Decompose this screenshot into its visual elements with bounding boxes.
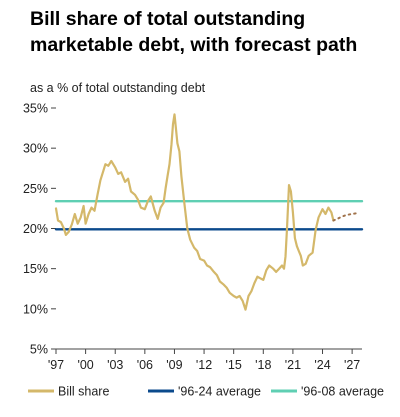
x-tick-label: '21 <box>285 358 301 372</box>
x-tick-label: '97 <box>48 358 64 372</box>
x-tick-label: '06 <box>137 358 153 372</box>
y-tick-label: 35% <box>23 102 48 116</box>
x-tick-label: '03 <box>107 358 123 372</box>
x-tick-label: '15 <box>226 358 242 372</box>
y-tick-label: 30% <box>23 142 48 156</box>
x-tick-label: '24 <box>314 358 330 372</box>
y-tick-label: 10% <box>23 302 48 316</box>
x-tick-label: '12 <box>196 358 212 372</box>
chart-title: Bill share of total outstanding marketab… <box>30 8 358 56</box>
y-tick-label: 15% <box>23 262 48 276</box>
legend-label: '96-24 average <box>178 385 261 399</box>
series-layer <box>54 113 364 311</box>
x-tick-label: '00 <box>77 358 93 372</box>
x-tick-label: '09 <box>166 358 182 372</box>
series-line-0 <box>54 113 335 311</box>
y-tick-label: 20% <box>23 222 48 236</box>
series-line-1 <box>332 212 359 222</box>
x-tick-label: '18 <box>255 358 271 372</box>
chart-subtitle: as a % of total outstanding debt <box>30 81 206 95</box>
y-axis: 5% 10% 15% 20% 25% 30% 35% <box>23 102 56 357</box>
y-tick-label: 25% <box>23 182 48 196</box>
x-axis: '97 '00 '03 '06 '09 '12 '15 '18 '21 '24 '27 <box>48 348 362 372</box>
legend-label: Bill share <box>58 385 109 399</box>
legend: Bill share '96-24 average '96-08 average <box>28 385 384 399</box>
legend-label: '96-08 average <box>301 385 384 399</box>
x-tick-label: '27 <box>344 358 360 372</box>
y-tick-label: 5% <box>30 343 48 357</box>
